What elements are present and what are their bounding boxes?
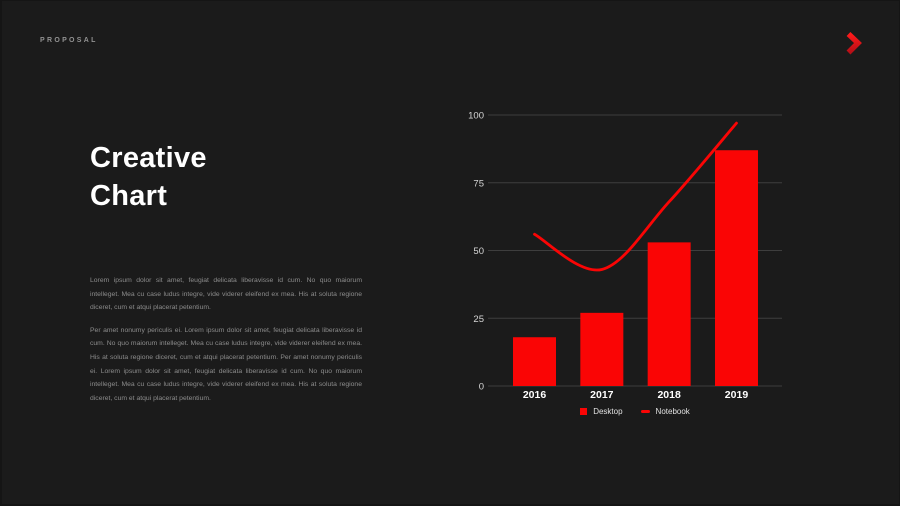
legend-label-notebook: Notebook: [655, 407, 690, 416]
bar-2018: [647, 242, 691, 386]
bar-2019: [714, 150, 758, 386]
legend-label-desktop: Desktop: [593, 407, 623, 416]
chart-legend: Desktop Notebook: [488, 407, 782, 416]
next-slide-button[interactable]: [845, 31, 863, 56]
notebook-line: [533, 121, 738, 272]
x-tick-label-2019: 2019: [725, 389, 749, 401]
chart: 0 25 50 75 100 2016 2017 2018 2019: [440, 95, 800, 407]
body-paragraph-1: Lorem ipsum dolor sit amet, feugiat deli…: [90, 277, 362, 312]
x-tick-label-2017: 2017: [590, 389, 614, 401]
y-tick-label-25: 25: [473, 314, 484, 325]
bar-2017: [580, 312, 624, 386]
page-title-line2: Chart: [90, 180, 168, 212]
bar-2016: [513, 337, 556, 386]
legend-item-desktop: Desktop: [580, 407, 623, 416]
page-title: Creative Chart: [90, 139, 207, 215]
legend-item-notebook: Notebook: [640, 407, 690, 416]
x-tick-label-2018: 2018: [657, 389, 681, 401]
body-copy: Lorem ipsum dolor sit amet, feugiat deli…: [90, 274, 362, 405]
x-tick-label-2016: 2016: [523, 389, 547, 401]
body-paragraph-2: Per amet nonumy periculis ei. Lorem ipsu…: [90, 326, 362, 402]
y-tick-label-0: 0: [479, 382, 484, 393]
notebook-swatch-icon: [640, 410, 650, 413]
page-title-line1: Creative: [90, 142, 207, 174]
y-tick-label-75: 75: [473, 178, 484, 189]
desktop-swatch-icon: [580, 408, 588, 415]
chevron-right-icon: [845, 32, 863, 60]
y-tick-label-100: 100: [468, 111, 484, 122]
chart-svg: 0 25 50 75 100 2016 2017 2018 2019: [468, 111, 782, 401]
brand-label: PROPOSAL: [40, 37, 98, 44]
y-tick-label-50: 50: [473, 246, 484, 257]
